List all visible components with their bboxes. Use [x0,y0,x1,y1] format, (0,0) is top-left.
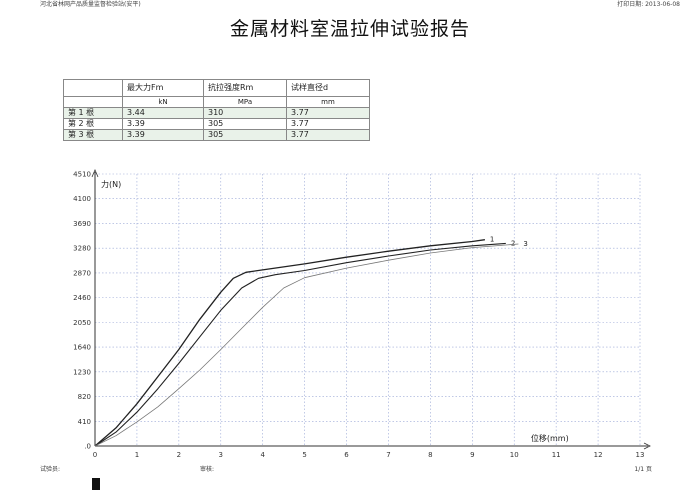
x-tick-label: 9 [470,451,474,459]
x-tick-label: 2 [177,451,181,459]
page-footer: 试验员: 审核: 1/1 页 [0,464,700,478]
cell-diameter: 3.77 [286,118,370,130]
cell-tensile-strength: 305 [203,118,287,130]
unit-kn: kN [122,96,204,108]
y-tick-label: 1640 [73,344,91,352]
y-tick-label: 4100 [73,195,91,203]
x-tick-label: 12 [594,451,603,459]
series-line-1 [94,239,485,447]
footer-tester: 试验员: [40,466,61,473]
x-tick-label: 0 [93,451,97,459]
y-tick-label: 3690 [73,220,91,228]
y-tick-label: 410 [78,418,91,426]
table-corner-cell [63,79,123,97]
page-header: 河北省林网产品质量监督检验站(安平) 打印日期: 2013-06-08 [0,0,700,10]
row-label: 第 1 根 [63,107,123,119]
cell-diameter: 3.77 [286,129,370,141]
footer-reviewer: 审核: [200,466,215,473]
x-axis-arrow [643,442,651,450]
unit-mpa: MPa [203,96,287,108]
cell-diameter: 3.77 [286,107,370,119]
series-line-3 [94,243,519,447]
y-tick-label: 3280 [73,245,91,253]
header-print-date: 打印日期: 2013-06-08 [617,1,680,8]
x-tick-label: 1 [135,451,139,459]
series-label-1: 1 [490,236,494,244]
row-label: 第 3 根 [63,129,123,141]
series-label-3: 3 [523,240,527,248]
header-institution: 河北省林网产品质量监督检验站(安平) [40,1,141,8]
unit-mm: mm [286,96,370,108]
x-tick-label: 7 [386,451,390,459]
y-tick-label: 2870 [73,269,91,277]
y-axis-arrow [91,168,99,178]
header-specimen-diameter: 试样直径d [286,79,370,97]
x-tick-label: 3 [219,451,223,459]
y-tick-label: 2460 [73,294,91,302]
scan-mark [92,478,100,490]
x-tick-label: 5 [302,451,306,459]
unit-corner-cell [63,96,123,108]
y-tick-label: .0 [84,443,91,451]
results-table: 最大力Fm 抗拉强度Rm 试样直径d kN MPa mm 第 1 根 3.44 … [63,79,370,141]
x-tick-label: 10 [510,451,519,459]
cell-max-force: 3.39 [122,118,204,130]
cell-max-force: 3.44 [122,107,204,119]
series-line-2 [94,242,506,447]
table-header-row: 最大力Fm 抗拉强度Rm 试样直径d [63,79,370,97]
x-tick-label: 4 [260,451,265,459]
row-label: 第 2 根 [63,118,123,130]
x-tick-label: 8 [428,451,432,459]
y-tick-label: 1230 [73,368,91,376]
table-row: 第 3 根 3.39 305 3.77 [63,129,370,141]
report-title: 金属材料室温拉伸试验报告 [229,18,470,40]
x-tick-label: 6 [344,451,349,459]
header-tensile-strength: 抗拉强度Rm [203,79,287,97]
y-tick-label: 820 [78,393,91,401]
table-row: 第 2 根 3.39 305 3.77 [63,118,370,130]
x-axis-title: 位移(mm) [531,433,569,443]
cell-max-force: 3.39 [122,129,204,141]
force-displacement-chart: .041082012301640205024602870328036904100… [73,168,651,459]
table-unit-row: kN MPa mm [63,96,370,108]
x-tick-label: 11 [552,451,561,459]
header-max-force: 最大力Fm [122,79,204,97]
y-tick-label: 2050 [73,319,91,327]
table-row: 第 1 根 3.44 310 3.77 [63,107,370,119]
cell-tensile-strength: 310 [203,107,287,119]
x-tick-label: 13 [636,451,645,459]
series-label-2: 2 [511,239,515,247]
y-tick-label: 4510 [73,171,91,179]
footer-page-number: 1/1 页 [634,466,652,473]
y-axis-title: 力(N) [101,179,121,189]
cell-tensile-strength: 305 [203,129,287,141]
